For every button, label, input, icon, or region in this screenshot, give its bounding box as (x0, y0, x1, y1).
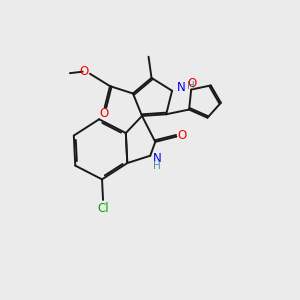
Text: O: O (100, 107, 109, 120)
Text: H: H (187, 81, 194, 91)
Text: O: O (188, 77, 197, 90)
Text: Cl: Cl (98, 202, 109, 215)
Text: N: N (153, 152, 162, 165)
Text: N: N (176, 81, 185, 94)
Text: O: O (80, 65, 89, 78)
Text: O: O (178, 129, 187, 142)
Text: H: H (154, 161, 161, 171)
